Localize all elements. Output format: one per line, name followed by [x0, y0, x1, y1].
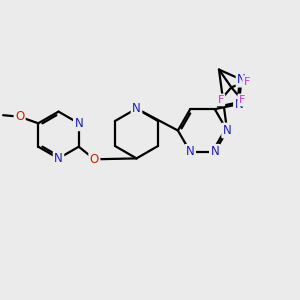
Text: O: O: [15, 110, 24, 123]
Text: N: N: [132, 102, 141, 115]
Text: N: N: [223, 124, 232, 137]
Text: N: N: [235, 98, 243, 111]
Text: O: O: [90, 153, 99, 166]
Text: F: F: [239, 95, 245, 105]
Text: N: N: [186, 145, 195, 158]
Text: N: N: [210, 145, 219, 158]
Text: N: N: [74, 117, 83, 130]
Text: N: N: [54, 152, 63, 165]
Text: F: F: [244, 77, 250, 87]
Text: F: F: [218, 95, 224, 105]
Text: N: N: [237, 73, 246, 86]
